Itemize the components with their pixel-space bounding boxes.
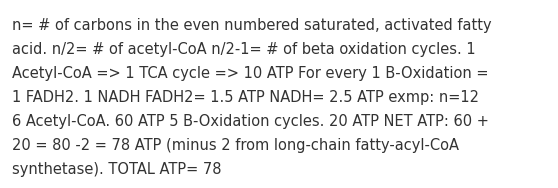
Text: 20 = 80 -2 = 78 ATP (minus 2 from long-chain fatty-acyl-CoA: 20 = 80 -2 = 78 ATP (minus 2 from long-c… xyxy=(12,138,459,153)
Text: n= # of carbons in the even numbered saturated, activated fatty: n= # of carbons in the even numbered sat… xyxy=(12,18,492,33)
Text: synthetase). TOTAL ATP= 78: synthetase). TOTAL ATP= 78 xyxy=(12,162,222,177)
Text: acid. n/2= # of acetyl-CoA n/2-1= # of beta oxidation cycles. 1: acid. n/2= # of acetyl-CoA n/2-1= # of b… xyxy=(12,42,475,57)
Text: 6 Acetyl-CoA. 60 ATP 5 B-Oxidation cycles. 20 ATP NET ATP: 60 +: 6 Acetyl-CoA. 60 ATP 5 B-Oxidation cycle… xyxy=(12,114,489,129)
Text: 1 FADH2. 1 NADH FADH2= 1.5 ATP NADH= 2.5 ATP exmp: n=12: 1 FADH2. 1 NADH FADH2= 1.5 ATP NADH= 2.5… xyxy=(12,90,479,105)
Text: Acetyl-CoA => 1 TCA cycle => 10 ATP For every 1 B-Oxidation =: Acetyl-CoA => 1 TCA cycle => 10 ATP For … xyxy=(12,66,488,81)
